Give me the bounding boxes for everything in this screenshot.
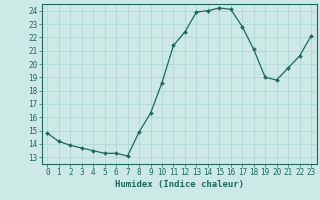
X-axis label: Humidex (Indice chaleur): Humidex (Indice chaleur) xyxy=(115,180,244,189)
